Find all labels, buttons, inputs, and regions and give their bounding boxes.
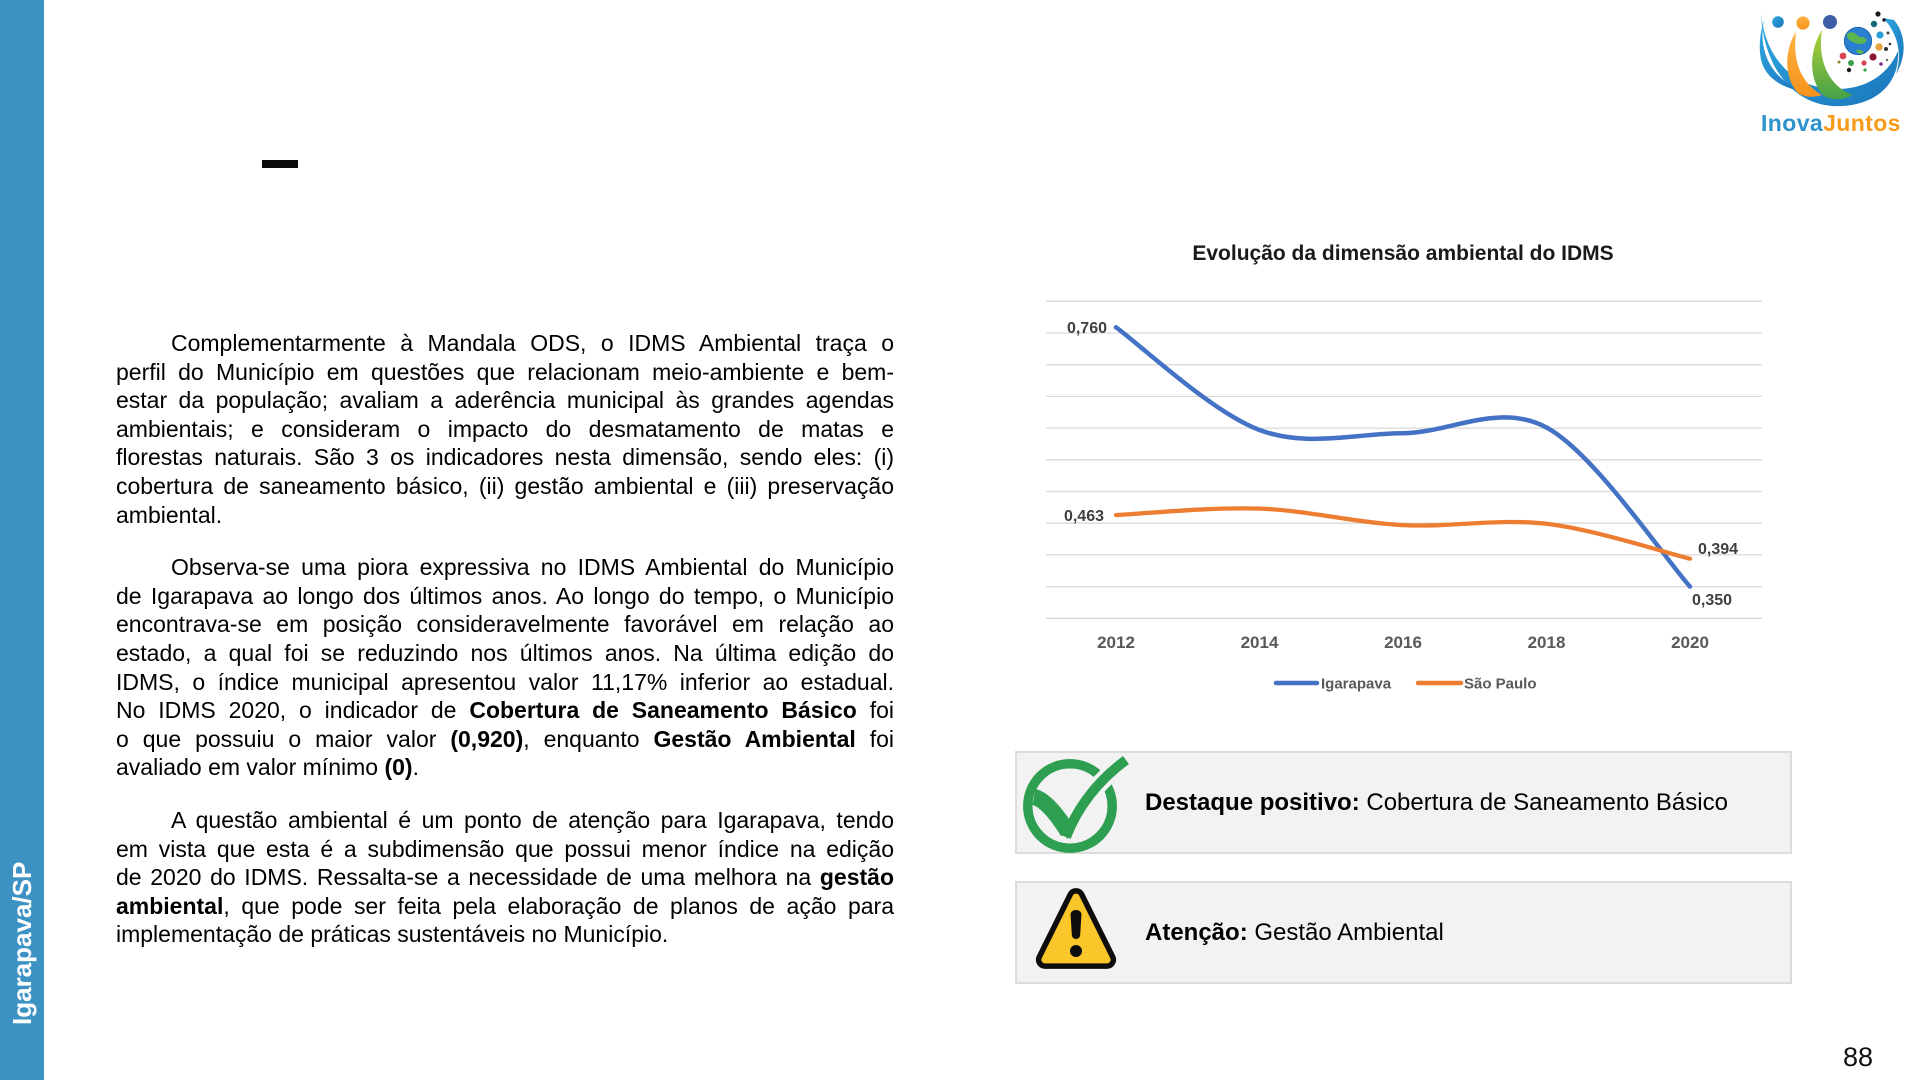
svg-text:InovaJuntos: InovaJuntos: [1761, 110, 1901, 136]
svg-text:0,760: 0,760: [1067, 320, 1107, 337]
svg-text:2020: 2020: [1671, 633, 1709, 652]
svg-text:Igarapava: Igarapava: [1321, 676, 1392, 693]
svg-text:0,394: 0,394: [1698, 541, 1738, 558]
svg-text:2012: 2012: [1097, 633, 1135, 652]
svg-text:Evolução da dimensão ambiental: Evolução da dimensão ambiental do IDMS: [1192, 242, 1613, 265]
svg-text:São Paulo: São Paulo: [1464, 676, 1537, 693]
svg-text:2014: 2014: [1241, 633, 1279, 652]
svg-text:2018: 2018: [1528, 633, 1566, 652]
svg-text:0,350: 0,350: [1692, 592, 1732, 609]
svg-text:2016: 2016: [1384, 633, 1422, 652]
svg-text:0,463: 0,463: [1064, 508, 1104, 525]
